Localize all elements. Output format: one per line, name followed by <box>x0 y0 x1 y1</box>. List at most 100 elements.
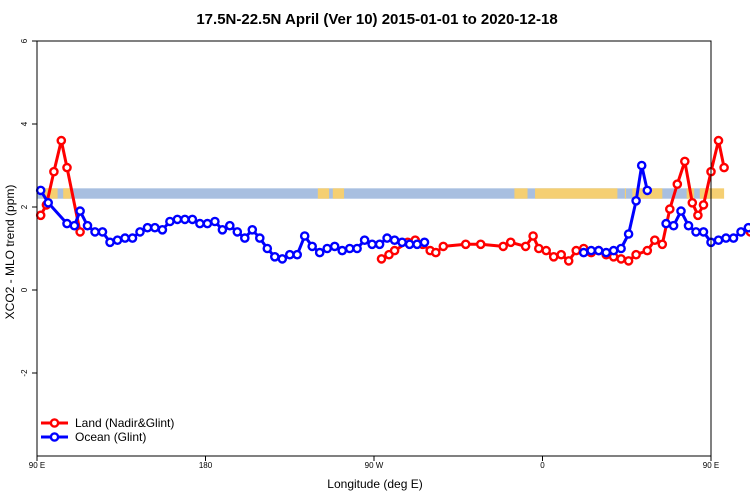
ocean-point <box>135 227 145 237</box>
map-strip <box>37 188 725 199</box>
ocean-point <box>314 247 325 258</box>
axes: 90 E 180 90 W 0 90 E -2 0 2 4 6 <box>20 38 719 470</box>
land-point <box>623 256 634 266</box>
ocean-point <box>404 239 415 250</box>
land-point <box>56 135 67 146</box>
land-point <box>548 251 559 262</box>
ocean-point <box>43 197 54 208</box>
land-point <box>713 135 724 146</box>
x-tick-label: 0 <box>540 461 545 470</box>
ocean-point <box>412 239 422 250</box>
map-strip-ocean <box>37 188 711 199</box>
ocean-point <box>642 185 653 196</box>
legend: Land (Nadir&Glint)Ocean (Glint) <box>41 416 174 444</box>
land-point <box>376 254 387 264</box>
ocean-point <box>608 245 619 256</box>
ocean-point <box>187 214 198 225</box>
ocean-point <box>374 239 385 250</box>
map-strip-land <box>535 188 618 199</box>
ocean-point <box>62 218 72 229</box>
y-tick-label: 2 <box>20 204 29 209</box>
ocean-point <box>382 233 392 243</box>
ocean-point <box>307 241 318 252</box>
ocean-point <box>262 243 273 254</box>
land-point <box>541 245 552 256</box>
land-point <box>672 179 683 189</box>
ocean-point <box>127 233 138 243</box>
ocean-point <box>172 214 183 225</box>
land-point <box>631 249 641 260</box>
ocean-point <box>636 160 647 171</box>
x-tick-label: 90 W <box>365 461 384 470</box>
ocean-point <box>195 218 205 229</box>
ocean-point <box>112 235 123 245</box>
land-series-line <box>380 139 726 263</box>
land-point <box>498 241 509 252</box>
legend-land-marker <box>49 418 60 428</box>
ocean-point <box>698 227 709 237</box>
ocean-point <box>359 235 370 245</box>
ocean-point <box>239 233 250 243</box>
map-strip-land <box>332 188 345 199</box>
land-point <box>650 235 660 245</box>
ocean-series-line <box>583 164 649 255</box>
legend-ocean-marker <box>49 432 60 442</box>
ocean-point <box>105 237 115 248</box>
land-point <box>528 231 538 241</box>
land-point <box>616 254 626 264</box>
x-tick-label: 90 E <box>703 461 719 470</box>
ocean-point <box>743 222 750 233</box>
ocean-point <box>616 243 626 254</box>
land-point <box>657 239 668 250</box>
map-strip-land <box>624 188 627 199</box>
ocean-point <box>217 224 228 235</box>
land-point <box>665 204 675 214</box>
land-point <box>520 241 531 252</box>
ocean-point <box>277 254 288 264</box>
ocean-point <box>661 218 671 229</box>
land-point <box>389 245 400 256</box>
legend-land-label: Land (Nadir&Glint) <box>75 416 174 430</box>
ocean-point <box>75 206 85 216</box>
ocean-point <box>35 185 46 196</box>
map-strip-land <box>514 188 528 199</box>
ocean-point <box>668 220 679 231</box>
land-point <box>642 245 653 256</box>
land-point <box>35 210 46 221</box>
ocean-point <box>97 227 108 237</box>
ocean-point <box>586 245 597 256</box>
ocean-point <box>676 206 686 216</box>
ocean-point <box>232 227 243 237</box>
ocean-point <box>736 227 746 237</box>
land-point <box>430 247 441 258</box>
x-tick-label: 180 <box>199 461 213 470</box>
ocean-point <box>578 247 589 258</box>
land-point <box>62 162 72 173</box>
land-point <box>460 239 471 250</box>
y-axis-label: XCO2 - MLO trend (ppm) <box>3 185 17 320</box>
land-point <box>438 241 449 252</box>
ocean-point <box>82 220 93 231</box>
y-tick-label: 0 <box>20 287 29 292</box>
land-point <box>556 249 567 260</box>
ocean-point <box>202 218 213 229</box>
ocean-point <box>337 245 348 256</box>
y-tick-label: 4 <box>20 121 29 126</box>
ocean-point <box>142 222 153 233</box>
map-strip-land <box>63 188 71 199</box>
ocean-point <box>631 195 641 206</box>
ocean-point <box>284 249 295 260</box>
ocean-point <box>367 239 377 250</box>
legend-ocean-label: Ocean (Glint) <box>75 430 146 444</box>
ocean-point <box>210 216 220 227</box>
ocean-point <box>292 249 303 260</box>
land-point <box>698 200 709 210</box>
ocean-point <box>329 241 340 252</box>
land-point <box>475 239 486 250</box>
ocean-point <box>254 233 265 243</box>
land-point <box>563 256 574 266</box>
ocean-point <box>419 237 430 248</box>
ocean-point <box>713 235 724 245</box>
ocean-point <box>165 216 175 227</box>
